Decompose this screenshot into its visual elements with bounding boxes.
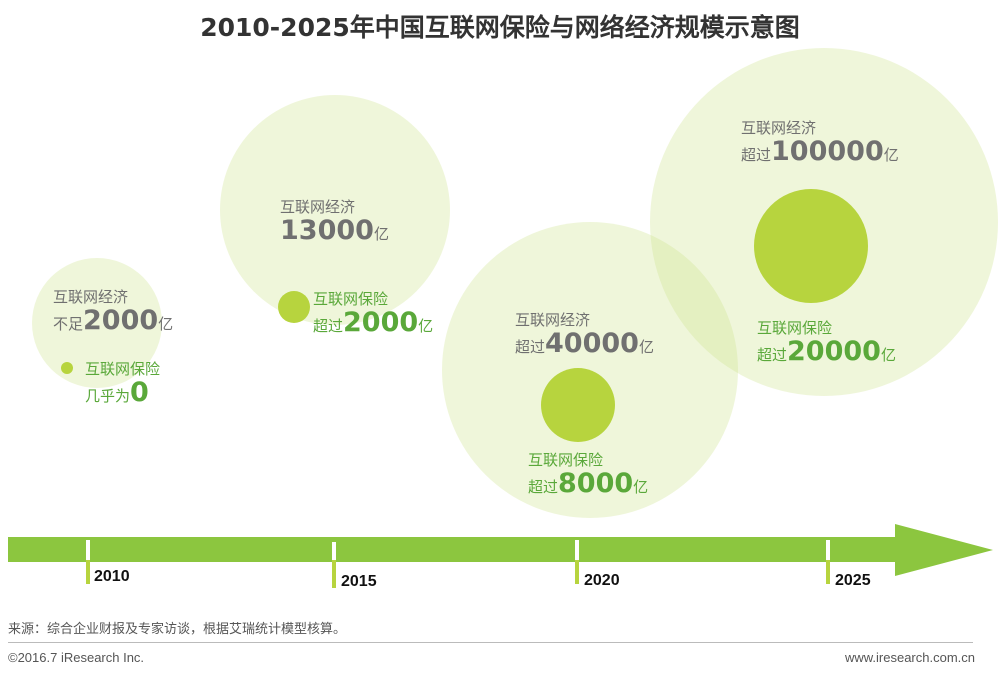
page-title: 2010-2025年中国互联网保险与网络经济规模示意图 [200, 13, 800, 42]
insurance-label-2020: 互联网保险 [528, 451, 604, 469]
economy-unit: 亿 [373, 225, 389, 243]
insurance-value-2025: 超过20000亿 [757, 336, 896, 367]
insurance-unit: 亿 [418, 317, 434, 335]
insurance-prefix: 超过 [528, 478, 559, 496]
insurance-value-2010: 几乎为0 [85, 377, 149, 408]
insurance-value-2015: 超过2000亿 [313, 307, 433, 338]
insurance-label-2010: 互联网保险 [85, 360, 161, 378]
insurance-unit: 亿 [880, 346, 896, 364]
insurance-circle-2025 [754, 189, 868, 303]
insurance-number: 2000 [343, 307, 419, 338]
website-link[interactable]: www.iresearch.com.cn [844, 650, 975, 665]
insurance-number: 0 [130, 377, 149, 408]
economy-circle-2015 [220, 95, 450, 325]
economy-label-2025: 互联网经济 [741, 119, 817, 137]
insurance-unit: 亿 [633, 478, 649, 496]
footer-divider [8, 642, 973, 643]
insurance-label-2025: 互联网保险 [757, 319, 833, 337]
economy-value-2025: 超过100000亿 [741, 136, 899, 167]
insurance-prefix: 超过 [757, 346, 788, 364]
insurance-number: 20000 [787, 336, 881, 367]
economy-prefix: 不足 [53, 315, 84, 333]
economy-unit: 亿 [638, 338, 654, 356]
copyright: ©2016.7 iResearch Inc. [8, 650, 145, 665]
economy-label-2020: 互联网经济 [515, 311, 591, 329]
economy-unit: 亿 [158, 315, 174, 333]
economy-value-2010: 不足2000亿 [53, 305, 173, 336]
tick-2020 [575, 540, 579, 584]
insurance-value-2020: 超过8000亿 [528, 468, 648, 499]
tick-2010 [86, 540, 90, 584]
economy-number: 13000 [280, 215, 374, 246]
insurance-circle-2020 [541, 368, 615, 442]
arrow-shape [8, 524, 993, 576]
economy-prefix: 超过 [741, 146, 772, 164]
year-label-2025: 2025 [835, 572, 871, 589]
tick-2015 [332, 542, 336, 588]
insurance-number: 8000 [558, 468, 634, 499]
tick-2025 [826, 540, 830, 584]
insurance-label-2015: 互联网保险 [313, 290, 389, 308]
year-label-2015: 2015 [341, 573, 377, 590]
insurance-prefix: 超过 [313, 317, 344, 335]
economy-number: 40000 [545, 328, 639, 359]
economy-number: 100000 [771, 136, 884, 167]
economy-value-2020: 超过40000亿 [515, 328, 654, 359]
insurance-circle-2015 [278, 291, 310, 323]
economy-label-2010: 互联网经济 [53, 288, 129, 306]
year-label-2020: 2020 [584, 572, 620, 589]
economy-number: 2000 [83, 305, 159, 336]
economy-prefix: 超过 [515, 338, 546, 356]
insurance-prefix: 几乎为 [85, 387, 131, 405]
year-label-2010: 2010 [94, 568, 130, 585]
economy-label-2015: 互联网经济 [280, 198, 356, 216]
economy-value-2015: 13000亿 [280, 215, 389, 246]
economy-unit: 亿 [883, 146, 899, 164]
economy-circle-2010 [32, 258, 162, 388]
source-note: 来源：综合企业财报及专家访谈，根据艾瑞统计模型核算。 [8, 622, 347, 637]
insurance-circle-2010 [61, 362, 73, 374]
